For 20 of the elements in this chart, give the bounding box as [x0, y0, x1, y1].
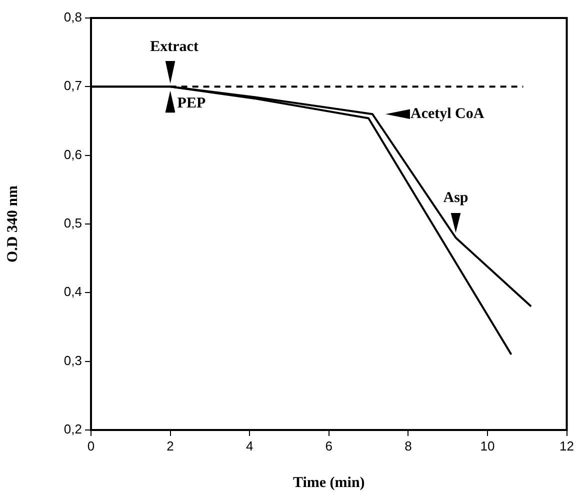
y-tick-label: 0,7 [64, 78, 82, 94]
x-tick-label: 6 [325, 438, 332, 454]
annotation: Acetyl CoA [410, 106, 484, 122]
y-tick-label: 0,8 [64, 10, 82, 25]
x-axis-title: Time (min) [292, 474, 365, 491]
x-tick-label: 10 [480, 438, 495, 454]
x-tick-label: 4 [246, 438, 254, 454]
y-axis-title: O.D 340 nm [4, 184, 21, 263]
y-tick-label: 0,5 [64, 216, 82, 231]
annotation: Asp [443, 190, 468, 206]
x-tick-label: 12 [560, 438, 574, 454]
y-tick-label: 0,2 [64, 422, 82, 437]
x-tick-label: 0 [87, 438, 95, 454]
x-tick-label: 2 [166, 438, 174, 454]
y-tick-label: 0,3 [64, 352, 82, 368]
annotation: Extract [150, 39, 198, 56]
x-tick-label: 8 [404, 438, 412, 454]
y-tick-label: 0,6 [64, 146, 82, 162]
y-tick-label: 0,4 [64, 284, 82, 300]
annotation: PEP [177, 96, 206, 112]
